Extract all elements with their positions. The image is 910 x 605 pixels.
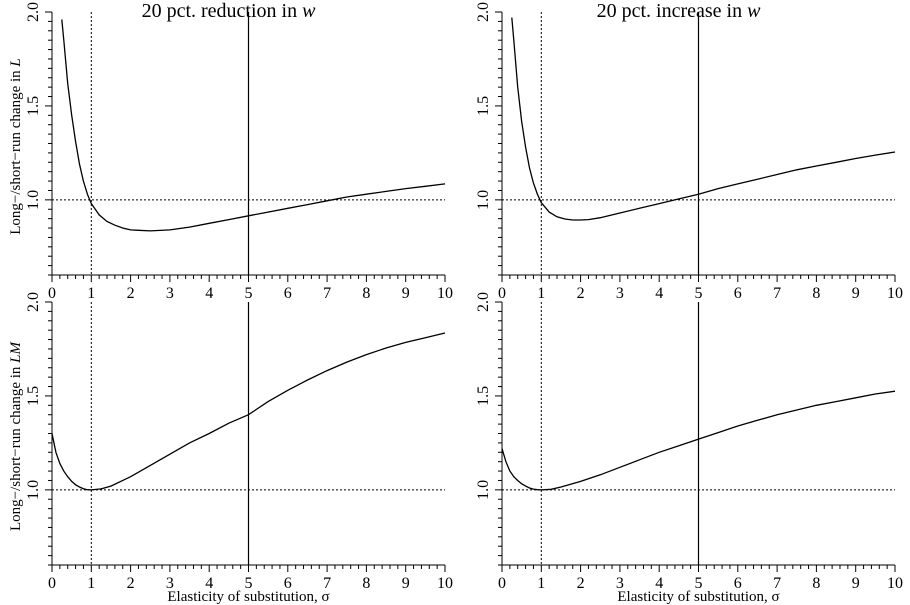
x-tick-label: 0 [48,285,56,302]
x-tick-label: 1 [87,285,95,302]
panel-title-text: 20 pct. increase in [597,0,748,22]
y-tick-label: 1.0 [25,480,42,500]
x-tick-label: 4 [655,285,663,302]
x-tick-label: 5 [695,285,703,302]
x-tick-label: 9 [402,575,410,592]
x-tick-label: 8 [362,575,370,592]
y-axis-title: Long−/short−run change in LM [8,341,24,531]
series-line-1 [51,332,446,491]
x-tick-label: 9 [402,285,410,302]
y-tick-label: 1.0 [25,190,42,210]
x-tick-label: 10 [887,575,903,592]
panel-title: 20 pct. increase in w [597,0,762,22]
x-tick-label: 2 [577,285,585,302]
x-tick-label: 7 [773,285,781,302]
x-tick-label: 2 [577,575,585,592]
x-tick-label: 8 [362,285,370,302]
x-tick-label: 7 [323,285,331,302]
x-tick-label: 9 [852,575,860,592]
x-tick-label: 1 [87,575,95,592]
x-tick-label: 3 [166,575,174,592]
x-tick-label: 3 [616,285,624,302]
panel-title-variable: w [302,0,316,22]
x-tick-label: 2 [127,575,135,592]
y-axis-title-text: Long−/short−run change in [8,67,24,235]
y-tick-label: 2.0 [25,292,42,312]
x-tick-label: 5 [695,575,703,592]
x-tick-label: 6 [734,575,742,592]
x-tick-label: 7 [323,575,331,592]
panel-3: 0 1 2 3 4 5 6 7 8 9 10 1.0 1.5 2.0 Long−/short−run cha… [8,292,453,605]
x-tick-label: 3 [166,285,174,302]
x-tick-label: 9 [852,285,860,302]
y-tick-label: 2.0 [25,2,42,22]
x-tick-label: 2 [127,285,135,302]
y-tick-label: 1.5 [25,386,42,406]
y-tick-label: 2.0 [475,2,492,22]
y-tick-label: 1.0 [475,190,492,210]
x-tick-label: 4 [205,285,213,302]
x-tick-label: 1 [537,285,545,302]
x-tick-label: 0 [498,285,506,302]
x-tick-label: 4 [655,575,663,592]
x-tick-label: 7 [773,575,781,592]
x-tick-label: 6 [734,285,742,302]
x-tick-label: 5 [245,575,253,592]
y-axis-title-variable: LM [8,341,24,364]
panel-2: 0 1 2 3 4 5 6 7 8 9 10 1.0 1.5 2.0 20 pct. increase in… [475,0,903,302]
x-tick-label: 8 [812,575,820,592]
x-tick-label: 5 [245,285,253,302]
panel-1: 0 1 2 3 4 5 6 7 8 9 10 1.0 1.5 2.0 20 pct. reduction i… [8,0,453,302]
x-tick-label: 3 [616,575,624,592]
y-axis-title-text: Long−/short−run change in [8,363,24,531]
x-tick-label: 1 [537,575,545,592]
panel-4: 0 1 2 3 4 5 6 7 8 9 10 1.0 1.5 2.0 Elasticity of subst… [475,292,903,605]
x-tick-label: 6 [284,285,292,302]
y-tick-label: 1.5 [475,96,492,116]
x-tick-label: 0 [498,575,506,592]
x-tick-label: 6 [284,575,292,592]
panel-title-text: 20 pct. reduction in [142,0,303,22]
panel-title-variable: w [747,0,761,22]
y-tick-label: 2.0 [475,292,492,312]
x-axis-title: Elasticity of substitution, σ [167,589,329,605]
series-line-1 [501,390,896,491]
series-line-1 [61,19,446,232]
y-tick-label: 1.0 [475,480,492,500]
x-tick-label: 8 [812,285,820,302]
x-tick-label: 10 [887,285,903,302]
x-tick-label: 10 [437,575,453,592]
x-tick-label: 10 [437,285,453,302]
x-axis-title: Elasticity of substitution, σ [617,589,779,605]
x-tick-label: 4 [205,575,213,592]
x-tick-label: 0 [48,575,56,592]
panel-title: 20 pct. reduction in w [142,0,317,22]
y-tick-label: 1.5 [475,386,492,406]
y-axis-title-variable: L [8,58,24,67]
y-tick-label: 1.5 [25,96,42,116]
y-axis-title: Long−/short−run change in L [8,58,24,234]
series-line-1 [511,17,896,221]
